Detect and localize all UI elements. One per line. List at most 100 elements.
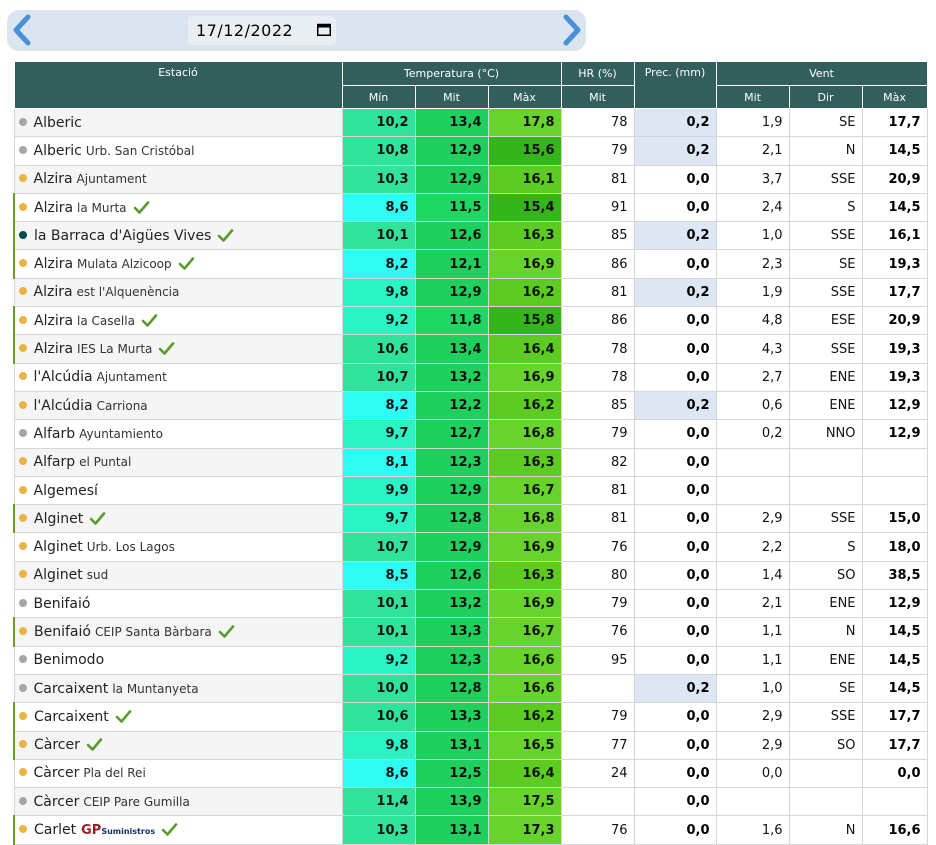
station-cell[interactable]: Benifaió	[13, 589, 343, 619]
station-name[interactable]: Alginet	[34, 510, 84, 527]
station-name[interactable]: Alberic	[33, 142, 82, 159]
station-cell[interactable]: Algemesí	[13, 475, 343, 506]
header-temperature: Temperatura (°C)	[341, 61, 562, 86]
table-row[interactable]: Càrcer 9,8 13,1 16,5 77 0,0 2,9 SO 17,7	[13, 730, 928, 760]
header-hum-avg[interactable]: Mit	[560, 85, 635, 109]
station-name[interactable]: Alzira	[34, 256, 74, 273]
table-row[interactable]: Alzira est l'Alquenència 9,8 12,9 16,2 81 0,2 1…	[13, 277, 928, 308]
station-name[interactable]: Alberic	[33, 114, 82, 131]
table-row[interactable]: Alfarb Ayuntamiento 9,7 12,7 16,8 79 0,0 0,2 NNO…	[13, 419, 928, 449]
station-cell[interactable]: Alfarp el Puntal	[13, 447, 343, 477]
station-cell[interactable]: Benifaió CEIP Santa Bàrbara	[13, 617, 343, 647]
header-station[interactable]: Estació	[13, 61, 343, 109]
table-row[interactable]: Carcaixent la Muntanyeta 10,0 12,8 16,6 0,2 1,…	[13, 673, 928, 704]
table-row[interactable]: Benimodo 9,2 12,3 16,6 95 0,0 1,1 ENE 14,5	[13, 645, 928, 675]
status-dot-icon	[19, 513, 27, 522]
wind-dir-cell: SO	[788, 730, 863, 760]
station-cell[interactable]: Càrcer CEIP Pare Gumilla	[13, 787, 343, 817]
station-cell[interactable]: Alginet Urb. Los Lagos	[13, 532, 343, 562]
table-row[interactable]: Alfarp el Puntal 8,1 12,3 16,3 82 0,0	[13, 447, 928, 477]
table-row[interactable]: Alzira Ajuntament 10,3 12,9 16,1 81 0,0 3,7 SSE 2…	[13, 164, 928, 194]
station-cell[interactable]: Alzira est l'Alquenència	[13, 277, 343, 308]
station-cell[interactable]: Càrcer Pla del Rei	[13, 758, 343, 789]
station-name[interactable]: Algemesí	[33, 482, 98, 499]
station-name[interactable]: Alfarp	[33, 454, 76, 471]
station-name[interactable]: Benifaió	[33, 595, 91, 612]
header-temp-avg[interactable]: Mit	[414, 85, 489, 109]
chevron-right-icon[interactable]	[558, 13, 586, 47]
station-name[interactable]: Carlet	[34, 822, 77, 839]
station-cell[interactable]: Alfarb Ayuntamiento	[13, 419, 343, 449]
table-row[interactable]: Alzira Mulata Alzicoop 8,2 12,1 16,9 86 0,0 2,3…	[13, 249, 928, 279]
station-cell[interactable]: Alberic	[13, 107, 343, 138]
table-row[interactable]: Carlet GPSuministros 10,3 13,1 17,3 76 0,0 1,6 N…	[13, 815, 928, 845]
station-name[interactable]: Carcaixent	[33, 680, 109, 697]
station-name[interactable]: Càrcer	[33, 765, 80, 782]
station-name[interactable]: la Barraca d'Aigües Vives	[34, 227, 212, 244]
table-row[interactable]: Alginet 9,7 12,8 16,8 81 0,0 2,9 SSE 15,0	[13, 504, 928, 534]
header-wind-max[interactable]: Màx	[861, 85, 928, 109]
station-name[interactable]: Alzira	[33, 284, 73, 301]
table-row[interactable]: la Barraca d'Aigües Vives 10,1 12,6 16,3 85 0…	[13, 221, 928, 251]
station-name[interactable]: Benifaió	[34, 623, 91, 640]
table-row[interactable]: Alzira la Murta 8,6 11,5 15,4 91 0,0 2,4 S 14,5	[13, 192, 928, 223]
station-name[interactable]: l'Alcúdia	[33, 369, 93, 386]
temp-avg-cell: 12,5	[414, 758, 489, 789]
station-name[interactable]: Alginet	[33, 539, 83, 556]
station-name[interactable]: Carcaixent	[34, 708, 109, 725]
station-cell[interactable]: Alberic Urb. San Cristóbal	[13, 136, 343, 166]
station-cell[interactable]: Alzira Mulata Alzicoop	[13, 249, 343, 279]
wind-avg-cell: 2,4	[715, 192, 790, 223]
table-row[interactable]: Alginet Urb. Los Lagos 10,7 12,9 16,9 76 0,0 2,…	[13, 532, 928, 562]
station-name[interactable]: Alzira	[34, 199, 74, 216]
header-temp-max[interactable]: Màx	[487, 85, 562, 109]
temp-min-cell: 8,5	[341, 560, 416, 591]
station-cell[interactable]: Carlet GPSuministros	[13, 815, 343, 845]
station-cell[interactable]: Alzira la Casella	[13, 306, 343, 336]
station-cell[interactable]: Alginet	[13, 504, 343, 534]
station-name[interactable]: Càrcer	[33, 793, 80, 810]
chevron-left-icon[interactable]	[8, 13, 36, 47]
temp-avg-cell: 12,3	[414, 447, 489, 477]
station-cell[interactable]: la Barraca d'Aigües Vives	[13, 221, 343, 251]
status-dot-icon	[18, 485, 27, 494]
station-cell[interactable]: l'Alcúdia Carriona	[13, 390, 343, 421]
calendar-icon[interactable]	[317, 23, 331, 36]
table-row[interactable]: Algemesí 9,9 12,9 16,7 81 0,0	[13, 475, 928, 506]
station-name[interactable]: Alfarb	[33, 425, 76, 442]
station-name[interactable]: Alzira	[33, 171, 73, 188]
table-row[interactable]: Benifaió CEIP Santa Bàrbara 10,1 13,3 16,7 76…	[13, 617, 928, 647]
table-row[interactable]: l'Alcúdia Ajuntament 10,7 13,2 16,9 78 0,0 2,7 E…	[13, 362, 928, 392]
table-row[interactable]: Alginet sud 8,5 12,6 16,3 80 0,0 1,4 SO 38,5	[13, 560, 928, 591]
station-name[interactable]: l'Alcúdia	[33, 397, 93, 414]
station-cell[interactable]: Alzira IES La Murta	[13, 334, 343, 364]
table-row[interactable]: l'Alcúdia Carriona 8,2 12,2 16,2 85 0,2 0,6 ENE 1…	[13, 390, 928, 421]
date-input[interactable]: 17/12/2022	[188, 16, 336, 45]
station-name[interactable]: Càrcer	[34, 737, 80, 754]
station-cell[interactable]: l'Alcúdia Ajuntament	[13, 362, 343, 392]
station-name[interactable]: Alginet	[33, 567, 83, 584]
station-cell[interactable]: Alzira Ajuntament	[13, 164, 343, 194]
station-cell[interactable]: Benimodo	[13, 645, 343, 675]
temp-min-cell: 8,2	[341, 390, 416, 421]
station-name[interactable]: Alzira	[34, 341, 74, 358]
station-cell[interactable]: Carcaixent la Muntanyeta	[13, 673, 343, 704]
station-cell[interactable]: Alginet sud	[13, 560, 343, 591]
table-row[interactable]: Alberic 10,2 13,4 17,8 78 0,2 1,9 SE 17,7	[13, 107, 928, 138]
table-row[interactable]: Carcaixent 10,6 13,3 16,2 79 0,0 2,9 SSE 17,7	[13, 702, 928, 732]
table-row[interactable]: Alzira IES La Murta 10,6 13,4 16,4 78 0,0 4,3 SS…	[13, 334, 928, 364]
header-wind-avg[interactable]: Mit	[715, 85, 790, 109]
table-row[interactable]: Benifaió 10,1 13,2 16,9 79 0,0 2,1 ENE 12,9	[13, 589, 928, 619]
table-row[interactable]: Càrcer CEIP Pare Gumilla 11,4 13,9 17,5 0,0	[13, 787, 928, 817]
header-wind-dir[interactable]: Dir	[788, 85, 863, 109]
station-name[interactable]: Alzira	[34, 312, 74, 329]
station-cell[interactable]: Càrcer	[13, 730, 343, 760]
header-temp-min[interactable]: Mín	[341, 85, 416, 109]
table-row[interactable]: Alzira la Casella 9,2 11,8 15,8 86 0,0 4,8 ESE 20…	[13, 306, 928, 336]
station-cell[interactable]: Carcaixent	[13, 702, 343, 732]
verified-check-icon	[89, 511, 106, 525]
table-row[interactable]: Càrcer Pla del Rei 8,6 12,5 16,4 24 0,0 0,0 0,0	[13, 758, 928, 789]
station-cell[interactable]: Alzira la Murta	[13, 192, 343, 223]
station-name[interactable]: Benimodo	[33, 652, 105, 669]
table-row[interactable]: Alberic Urb. San Cristóbal 10,8 12,9 15,6 79 0…	[13, 136, 928, 166]
